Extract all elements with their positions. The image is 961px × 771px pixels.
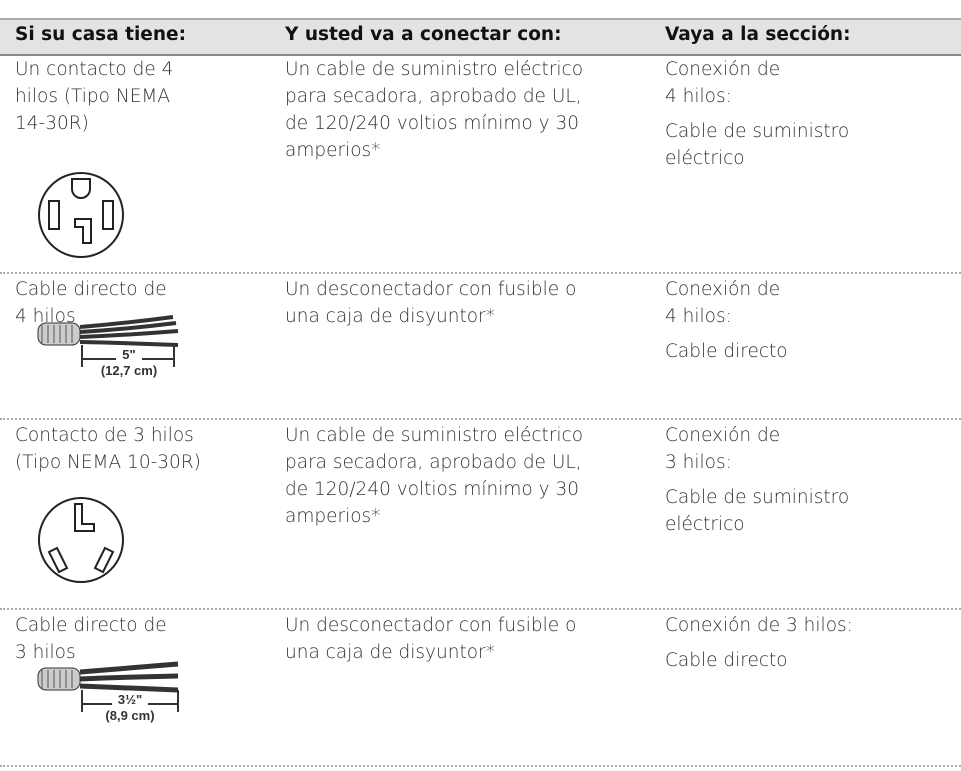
setting-text: Cable directo de xyxy=(15,279,167,300)
row-separator xyxy=(0,765,961,767)
setting-text: hilos (Tipo NEMA xyxy=(15,86,171,107)
section-text: Conexión de xyxy=(665,279,781,300)
setting-text: (Tipo NEMA 10-30R) xyxy=(15,452,201,473)
section-text: eléctrico xyxy=(665,148,745,169)
section-text: Conexión de xyxy=(665,59,781,80)
section-text: eléctrico xyxy=(665,514,745,535)
setting-text: Un contacto de 4 xyxy=(15,59,174,80)
section-text: Cable de suministro xyxy=(665,487,850,508)
outlet-4-wire xyxy=(38,172,124,258)
section-text: Cable de suministro xyxy=(665,121,850,142)
connect-text: amperios* xyxy=(285,506,381,527)
section-text: Cable directo xyxy=(665,650,788,671)
section-text: 3 hilos: xyxy=(665,452,732,473)
section-text: 4 hilos: xyxy=(665,306,732,327)
connect-text: de 120/240 voltios mínimo y 30 xyxy=(285,113,579,134)
row-separator xyxy=(0,272,961,274)
connect-text: para secadora, aprobado de UL, xyxy=(285,452,582,473)
connect-text: amperios* xyxy=(285,140,381,161)
cable-3-wire: 3½" (8,9 cm) xyxy=(37,661,179,723)
connect-text: Un cable de suministro eléctrico xyxy=(285,425,584,446)
cable-4-wire: 5" (12,7 cm) xyxy=(37,315,179,378)
column-header: Y usted va a conectar con: xyxy=(285,24,562,45)
dimension-label: 3½" xyxy=(118,692,142,707)
connect-text: una caja de disyuntor* xyxy=(285,642,495,663)
setting-text: 4 hilos xyxy=(15,306,76,327)
setting-text: 3 hilos xyxy=(15,642,76,663)
outlet-3-wire xyxy=(38,497,124,583)
row-separator xyxy=(0,418,961,420)
column-header: Si su casa tiene: xyxy=(15,24,186,45)
section-text: Conexión de 3 hilos: xyxy=(665,615,853,636)
header-band xyxy=(0,18,961,56)
setting-text: Cable directo de xyxy=(15,615,167,636)
section-text: Conexión de xyxy=(665,425,781,446)
connect-text: Un desconectador con fusible o xyxy=(285,615,577,636)
setting-text: 14-30R) xyxy=(15,113,89,134)
dimension-label: (8,9 cm) xyxy=(105,708,154,723)
section-text: Cable directo xyxy=(665,341,788,362)
dimension-label: 5" xyxy=(122,347,135,362)
dimension-label: (12,7 cm) xyxy=(101,363,157,378)
column-header: Vaya a la sección: xyxy=(665,24,851,45)
connect-text: Un cable de suministro eléctrico xyxy=(285,59,584,80)
setting-text: Contacto de 3 hilos xyxy=(15,425,194,446)
connect-text: para secadora, aprobado de UL, xyxy=(285,86,582,107)
row-separator xyxy=(0,608,961,610)
connect-text: una caja de disyuntor* xyxy=(285,306,495,327)
section-text: 4 hilos: xyxy=(665,86,732,107)
connect-text: Un desconectador con fusible o xyxy=(285,279,577,300)
connect-text: de 120/240 voltios mínimo y 30 xyxy=(285,479,579,500)
